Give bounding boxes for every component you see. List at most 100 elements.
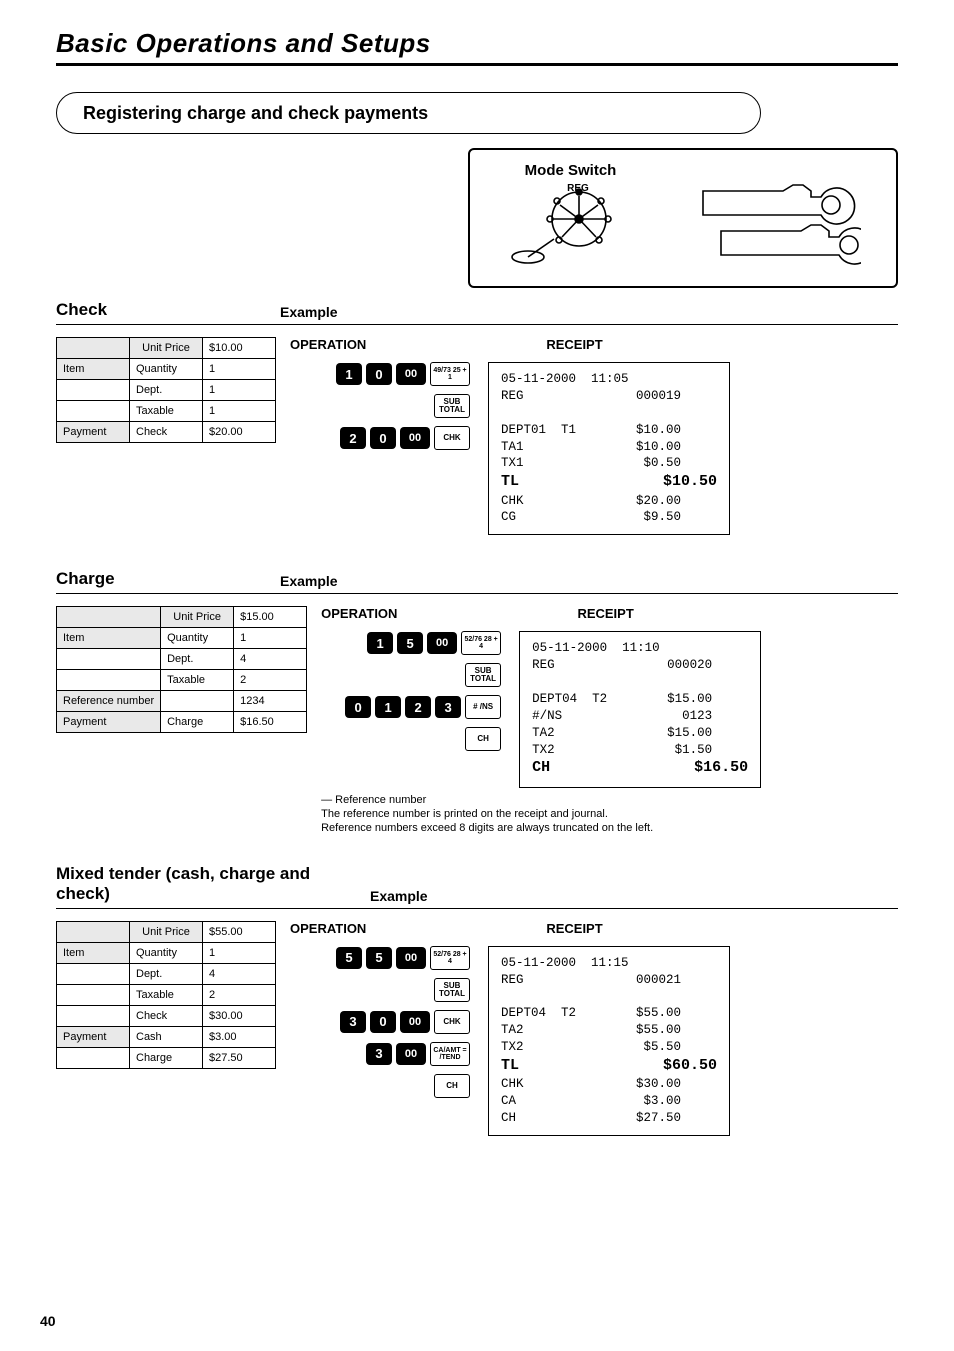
mode-reg-label: REG [567,183,589,194]
function-key[interactable]: CA/AMT = /TEND [430,1042,470,1066]
receipt: 05-11-2000 11:15 REG 000021 DEPT04 T2 $5… [488,946,730,1136]
key-line: CH [434,1074,470,1098]
table-cell [57,670,161,691]
table-cell: 1 [203,380,276,401]
example-table: Unit Price$55.00ItemQuantity1Dept.4Taxab… [56,921,276,1069]
receipt-heading: RECEIPT [577,606,633,621]
table-cell: $27.50 [203,1047,276,1068]
section-mixed: Mixed tender (cash, charge and check) Ex… [56,864,898,1136]
key-line: CH [465,727,501,751]
example-label: Example [370,888,428,904]
number-key[interactable]: 1 [367,632,393,654]
table-cell: Item [57,942,130,963]
table-cell: Payment [57,422,130,443]
number-key[interactable]: 1 [375,696,401,718]
section-title: Mixed tender (cash, charge and check) [56,864,366,904]
key-line: 550052/76 28 + 4 [336,946,470,970]
function-key[interactable]: CHK [434,1010,470,1034]
table-cell [57,338,130,359]
table-cell: 1 [203,359,276,380]
table-cell: 1 [234,628,307,649]
key-line: 0123# /NS [345,695,501,719]
number-key[interactable]: 3 [435,696,461,718]
example-table-wrap: Unit Price$10.00ItemQuantity1Dept.1Taxab… [56,337,276,443]
section-charge: Charge Example Unit Price$15.00ItemQuant… [56,569,898,835]
example-table-wrap: Unit Price$55.00ItemQuantity1Dept.4Taxab… [56,921,276,1069]
example-label: Example [280,304,338,320]
table-cell [57,649,161,670]
keys-icon [691,163,861,273]
number-key[interactable]: 2 [405,696,431,718]
key-line: 150052/76 28 + 4 [367,631,501,655]
number-key[interactable]: 00 [396,1043,426,1065]
function-key[interactable]: 52/76 28 + 4 [430,946,470,970]
key-sequence: 550052/76 28 + 4SUB TOTAL3000CHK300CA/AM… [290,946,470,1098]
key-line: 300CA/AMT = /TEND [366,1042,470,1066]
table-cell [57,921,130,942]
receipt: 05-11-2000 11:05 REG 000019 DEPT01 T1 $1… [488,362,730,535]
function-key[interactable]: 52/76 28 + 4 [461,631,501,655]
number-key[interactable]: 3 [340,1011,366,1033]
function-key[interactable]: CH [434,1074,470,1098]
table-cell: $16.50 [234,712,307,733]
section-check: Check Example Unit Price$10.00ItemQuanti… [56,300,898,535]
table-cell: $15.00 [234,607,307,628]
key-line: 3000CHK [340,1010,470,1034]
receipt-heading: RECEIPT [546,921,602,936]
table-cell: Charge [130,1047,203,1068]
table-cell: Taxable [130,984,203,1005]
table-cell: Check [130,422,203,443]
number-key[interactable]: 1 [336,363,362,385]
table-cell: Taxable [161,670,234,691]
function-key[interactable]: SUB TOTAL [434,394,470,418]
function-key[interactable]: SUB TOTAL [434,978,470,1002]
example-label: Example [280,573,338,589]
number-key[interactable]: 0 [370,1011,396,1033]
table-cell: Unit Price [130,921,203,942]
key-line: 2000CHK [340,426,470,450]
number-key[interactable]: 00 [427,632,457,654]
key-sequence: 150052/76 28 + 4SUB TOTAL0123# /NSCH [321,631,501,751]
number-key[interactable]: 00 [400,1011,430,1033]
table-cell [57,380,130,401]
table-cell: $20.00 [203,422,276,443]
number-key[interactable]: 00 [396,947,426,969]
number-key[interactable]: 00 [400,427,430,449]
key-line: SUB TOTAL [434,394,470,418]
table-cell: 1 [203,401,276,422]
table-cell: 4 [234,649,307,670]
function-key[interactable]: # /NS [465,695,501,719]
number-key[interactable]: 5 [366,947,392,969]
function-key[interactable]: CH [465,727,501,751]
section-title: Check [56,300,276,320]
receipt: 05-11-2000 11:10 REG 000020 DEPT04 T2 $1… [519,631,761,787]
number-key[interactable]: 5 [336,947,362,969]
table-cell [161,691,234,712]
function-key[interactable]: SUB TOTAL [465,663,501,687]
function-key[interactable]: 49/73 25 + 1 [430,362,470,386]
key-line: SUB TOTAL [465,663,501,687]
table-cell: Quantity [161,628,234,649]
topic-bubble: Registering charge and check payments [56,92,761,134]
number-key[interactable]: 0 [370,427,396,449]
number-key[interactable]: 0 [345,696,371,718]
receipt-heading: RECEIPT [546,337,602,352]
number-key[interactable]: 00 [396,363,426,385]
number-key[interactable]: 5 [397,632,423,654]
table-cell: Charge [161,712,234,733]
mode-switch-box: Mode Switch [468,148,898,288]
number-key[interactable]: 0 [366,363,392,385]
table-cell [57,984,130,1005]
mode-dial-icon: REG [506,183,636,275]
table-cell [57,607,161,628]
table-cell: Quantity [130,942,203,963]
table-cell: 4 [203,963,276,984]
number-key[interactable]: 2 [340,427,366,449]
table-cell: Payment [57,712,161,733]
note-line: The reference number is printed on the r… [321,808,898,820]
function-key[interactable]: CHK [434,426,470,450]
table-cell: 1234 [234,691,307,712]
table-cell: Check [130,1005,203,1026]
number-key[interactable]: 3 [366,1043,392,1065]
table-cell: Quantity [130,359,203,380]
